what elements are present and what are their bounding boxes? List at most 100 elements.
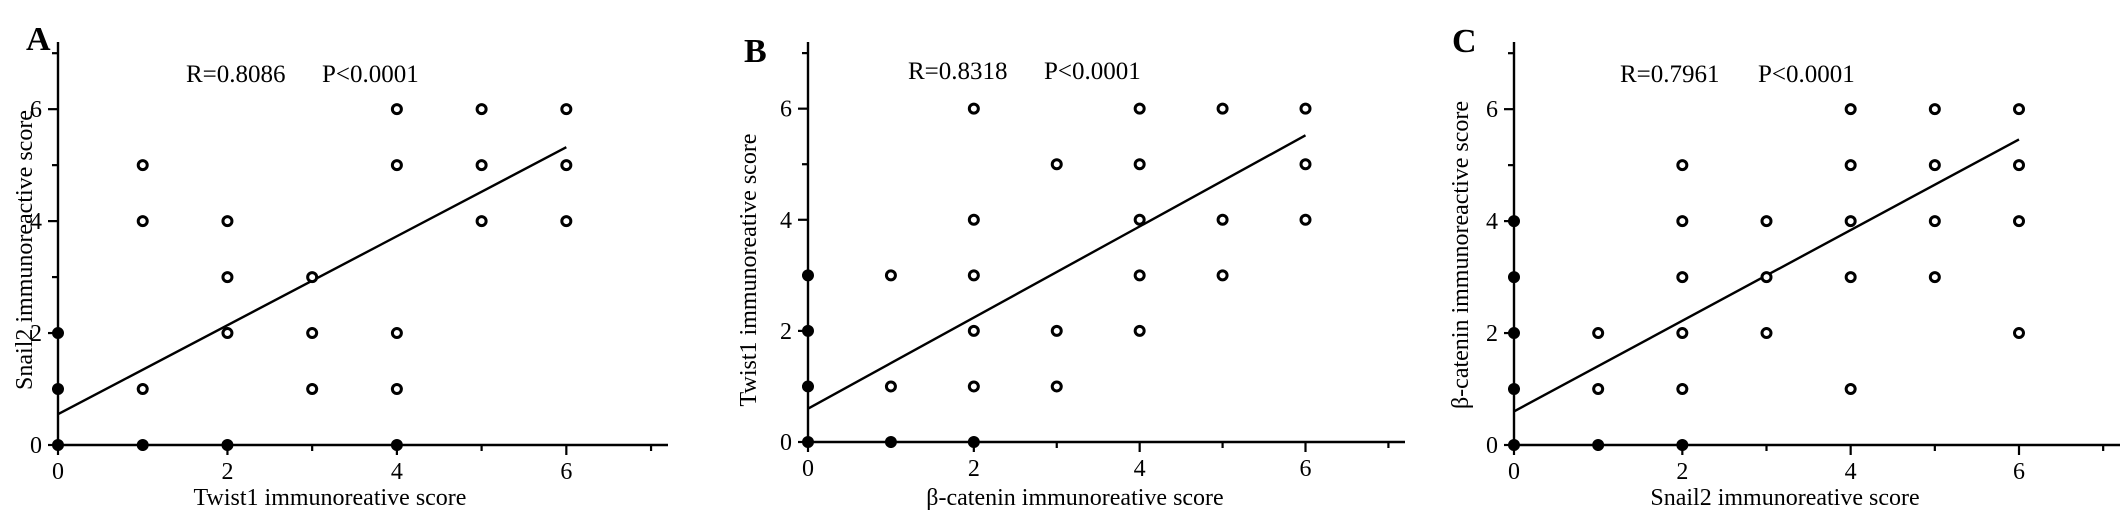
data-point (306, 327, 319, 340)
data-point (884, 269, 897, 282)
data-point (1592, 327, 1605, 340)
data-point (2013, 159, 2025, 172)
data-point (1676, 215, 1689, 228)
data-point (1216, 269, 1229, 282)
x-axis-label: Snail2 immunoreative score (1650, 485, 1919, 511)
x-tick-label: 0 (1508, 459, 1520, 485)
data-point (475, 103, 488, 116)
data-point (1676, 327, 1689, 340)
y-axis-label: Snail2 immunoreactive score (12, 110, 38, 390)
data-point (1216, 102, 1229, 115)
panel-a: A R=0.8086 P<0.0001 0 2 4 6 0 2 4 6 Twist1 immu… (12, 21, 668, 511)
data-point (1508, 383, 1520, 396)
data-point (136, 383, 149, 396)
data-point (967, 269, 980, 282)
data-point (390, 383, 403, 396)
data-point (1928, 159, 1941, 172)
data-point (1592, 383, 1605, 396)
y-tick-label: 6 (780, 97, 792, 123)
data-point (1299, 158, 1312, 171)
y-tick-label: 6 (1486, 97, 1498, 123)
x-axis-label: β-catenin immunoreative score (926, 485, 1223, 511)
x-tick-label: 2 (1676, 459, 1688, 485)
x-tick-label: 4 (1845, 459, 1857, 485)
data-point (136, 215, 149, 228)
y-axis-label: β-catenin immunoreactive score (1448, 101, 1474, 409)
data-point (560, 103, 573, 116)
x-tick-label: 2 (968, 456, 980, 482)
data-point (221, 327, 234, 340)
data-point (1676, 383, 1689, 396)
data-point (390, 327, 403, 340)
data-point (1508, 439, 1520, 451)
data-point (475, 159, 488, 172)
data-point (136, 159, 149, 172)
y-tick-label: 0 (30, 433, 42, 459)
data-point (1844, 159, 1857, 172)
data-point (1050, 380, 1063, 393)
data-point (1844, 383, 1857, 396)
data-point (967, 380, 980, 393)
p-value: P<0.0001 (322, 61, 419, 88)
data-point (1050, 324, 1063, 337)
y-tick-label: 0 (780, 430, 792, 456)
data-point (136, 439, 149, 451)
data-point (1133, 213, 1146, 226)
data-point (306, 271, 319, 284)
data-point (52, 327, 64, 340)
data-point (2013, 103, 2025, 116)
data-point (1676, 439, 1689, 451)
plot-area: 0 2 4 6 0 2 4 6 (30, 42, 668, 485)
data-point (1844, 215, 1857, 228)
x-tick-label: 6 (1300, 456, 1312, 482)
y-tick-label: 4 (30, 209, 42, 235)
data-point (1299, 213, 1312, 226)
data-point (967, 102, 980, 115)
regression-line (807, 134, 1307, 410)
x-axis-label: Twist1 immunoreative score (194, 485, 467, 511)
y-tick-label: 4 (780, 208, 792, 234)
x-tick-label: 0 (802, 456, 814, 482)
data-point (221, 271, 234, 284)
y-tick-label: 2 (30, 321, 42, 347)
r-value: R=0.8318 (908, 58, 1008, 85)
panel-c: C R=0.7961 P<0.0001 0 2 4 6 0 2 4 6 Snail2 immu… (1448, 23, 2120, 511)
data-point (1216, 213, 1229, 226)
data-point (1508, 271, 1520, 284)
data-point (390, 103, 403, 116)
data-point (1592, 439, 1605, 451)
data-point (967, 213, 980, 226)
data-point (2013, 327, 2025, 340)
data-point (967, 436, 980, 448)
plot-area: 0 2 4 6 0 2 4 6 (1486, 42, 2120, 485)
data-point (967, 324, 980, 337)
data-point (221, 439, 234, 451)
data-point (560, 159, 573, 172)
data-point (802, 436, 814, 448)
data-point (52, 439, 64, 451)
data-point (306, 383, 319, 396)
x-tick-label: 4 (1134, 456, 1146, 482)
data-point (884, 380, 897, 393)
data-point (1844, 103, 1857, 116)
data-point (1050, 158, 1063, 171)
plot-area: 0 2 4 6 0 2 4 6 (780, 42, 1405, 482)
data-point (1928, 103, 1941, 116)
x-tick-label: 6 (560, 459, 572, 485)
x-tick-label: 0 (52, 459, 64, 485)
data-point (1508, 215, 1520, 228)
data-point (1676, 271, 1689, 284)
data-point (1133, 269, 1146, 282)
data-point (1133, 324, 1146, 337)
r-value: R=0.8086 (186, 61, 286, 88)
data-point (52, 383, 64, 396)
data-point (1760, 271, 1773, 284)
data-point (1676, 159, 1689, 172)
y-tick-label: 0 (1486, 433, 1498, 459)
data-point (802, 269, 814, 282)
data-point (221, 215, 234, 228)
x-tick-label: 4 (391, 459, 403, 485)
p-value: P<0.0001 (1044, 58, 1141, 85)
panel-letter: B (744, 33, 767, 70)
